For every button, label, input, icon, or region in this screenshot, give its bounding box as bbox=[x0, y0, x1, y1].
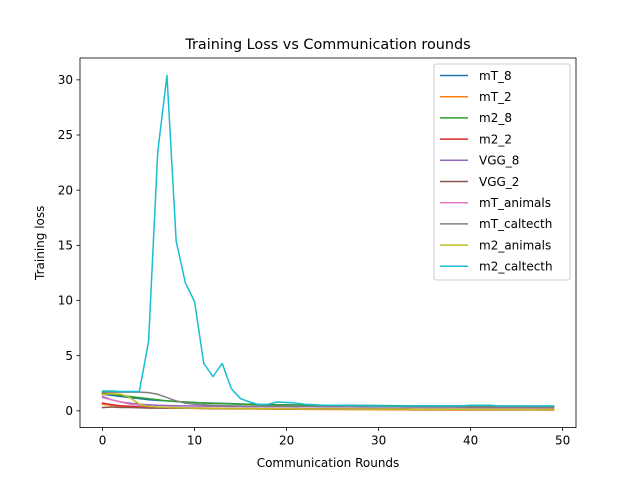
y-tick-label: 20 bbox=[58, 183, 73, 197]
y-tick-label: 5 bbox=[65, 349, 73, 363]
y-axis-ticks: 0 5 10 15 20 25 30 bbox=[58, 73, 80, 418]
legend-label-mT_animals: mT_animals bbox=[479, 196, 551, 210]
x-axis-ticks: 0 10 20 30 40 50 bbox=[99, 427, 570, 448]
y-tick-label: 25 bbox=[58, 128, 73, 142]
y-axis-label: Training loss bbox=[33, 206, 47, 281]
y-tick-label: 30 bbox=[58, 73, 73, 87]
plot-frame bbox=[79, 57, 577, 429]
x-tick-label: 20 bbox=[279, 434, 294, 448]
legend-label-VGG_8: VGG_8 bbox=[479, 154, 519, 168]
chart-title: Training Loss vs Communication rounds bbox=[184, 37, 470, 53]
x-tick-label: 40 bbox=[463, 434, 478, 448]
legend-label-mT_8: mT_8 bbox=[479, 69, 512, 83]
series-line-mT_caltecth bbox=[101, 391, 555, 408]
x-tick-label: 0 bbox=[99, 434, 107, 448]
legend-label-mT_2: mT_2 bbox=[479, 90, 512, 104]
x-tick-label: 10 bbox=[187, 434, 202, 448]
plot-area bbox=[79, 57, 577, 429]
legend-label-m2_animals: m2_animals bbox=[479, 238, 551, 252]
y-tick-label: 0 bbox=[65, 404, 73, 418]
y-tick-label: 10 bbox=[58, 294, 73, 308]
legend-label-m2_caltecth: m2_caltecth bbox=[479, 260, 553, 274]
x-tick-label: 30 bbox=[371, 434, 386, 448]
legend-label-mT_caltecth: mT_caltecth bbox=[479, 217, 552, 231]
legend-label-m2_2: m2_2 bbox=[479, 132, 512, 146]
x-axis-label: Communication Rounds bbox=[257, 456, 400, 470]
legend-label-VGG_2: VGG_2 bbox=[479, 175, 519, 189]
legend-label-m2_8: m2_8 bbox=[479, 111, 512, 125]
series-lines bbox=[101, 74, 555, 411]
x-tick-label: 50 bbox=[555, 434, 570, 448]
series-line-m2_caltecth bbox=[101, 74, 555, 407]
series-line-m2_animals bbox=[101, 392, 555, 411]
y-tick-label: 15 bbox=[58, 239, 73, 253]
legend: mT_8 mT_2 m2_8 m2_2 VGG_8 VGG_2 mT_animals mT_c… bbox=[433, 63, 571, 281]
